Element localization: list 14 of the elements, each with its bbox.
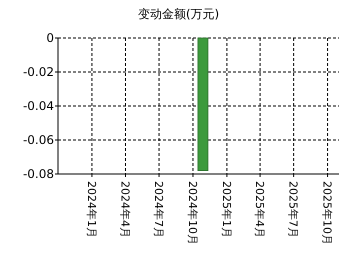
y-tick-label: 0: [46, 31, 54, 45]
x-tick-label: 2025年10月: [320, 181, 334, 245]
x-tick-label: 2024年7月: [152, 181, 166, 238]
x-tick-label: 2024年4月: [118, 181, 132, 238]
y-tick-label: -0.04: [22, 99, 54, 113]
x-tick-label: 2024年1月: [84, 181, 98, 238]
x-tick-label: 2024年10月: [186, 181, 199, 245]
y-tick-label: -0.06: [22, 133, 54, 147]
x-tick-label: 2025年1月: [220, 181, 233, 238]
x-tick-label: 2025年4月: [253, 181, 266, 238]
y-tick-label: -0.08: [22, 167, 54, 181]
chart-title: 变动金额(万元): [138, 7, 220, 21]
y-tick-label: -0.02: [22, 65, 54, 79]
x-tick-label: 2025年7月: [286, 181, 300, 238]
